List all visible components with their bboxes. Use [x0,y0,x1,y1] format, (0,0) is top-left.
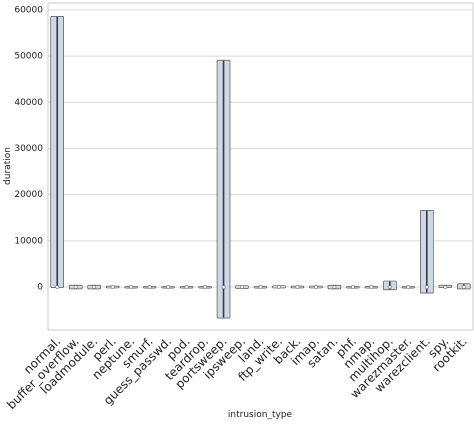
median-point [443,285,448,289]
median-point [166,285,171,289]
median-point [295,285,300,289]
median-point [314,285,318,289]
median-point [240,285,244,289]
y-tick-label: 10000 [14,236,43,246]
y-tick-label: 30000 [14,144,43,154]
plot-frame [47,2,474,331]
median-point [387,285,392,289]
x-axis-label: intrusion_type [228,410,293,420]
median-point [203,285,207,289]
median-point [424,285,429,289]
median-point [73,285,78,289]
y-axis-label: duration [3,147,13,185]
median-point [55,285,60,289]
y-tick-label: 0 [37,283,43,293]
median-point [369,285,374,289]
median-point [92,285,97,289]
median-point [277,285,281,289]
median-point [147,285,152,289]
median-point [184,285,189,289]
median-point [110,285,115,289]
median-point [406,285,411,289]
median-point [332,285,337,289]
y-tick-label: 60000 [14,5,43,15]
median-point [129,285,134,289]
median-point [461,285,466,289]
y-tick-label: 40000 [14,98,43,108]
median-point [221,285,226,289]
y-tick-label: 20000 [14,190,43,200]
median-point [350,285,355,289]
y-tick-label: 50000 [14,52,43,62]
median-point [258,285,263,289]
